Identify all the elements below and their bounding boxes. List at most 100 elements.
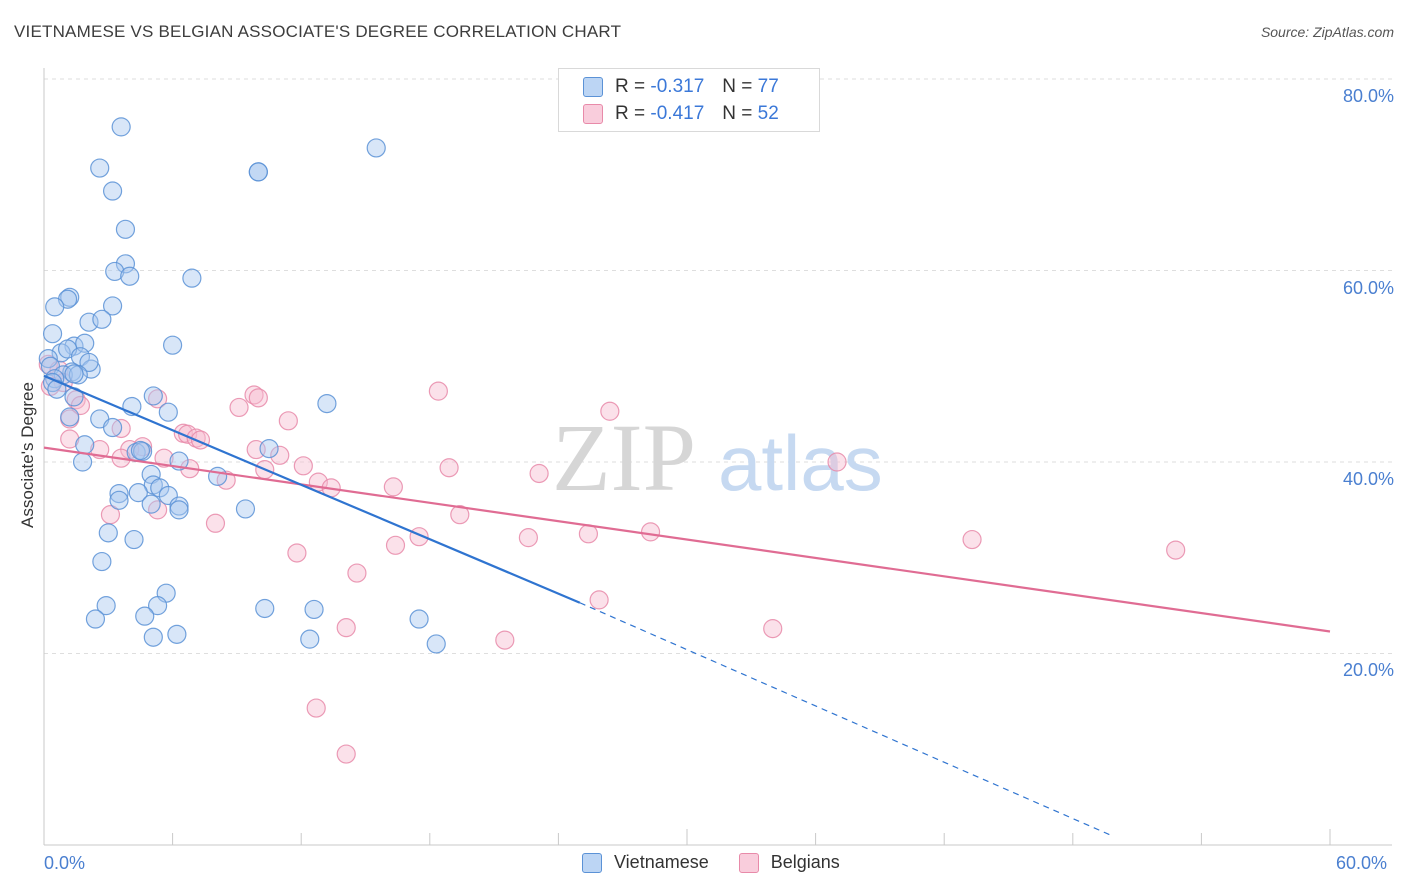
belgians-point[interactable] [287, 543, 307, 563]
vietnamese-point[interactable] [115, 219, 136, 239]
vietnamese-point[interactable] [105, 261, 125, 282]
belgians-point[interactable] [439, 458, 459, 478]
y-tick-label-40: 40.0% [1342, 469, 1394, 489]
vietnamese-point[interactable] [143, 627, 163, 647]
vietnamese-point[interactable] [426, 634, 446, 654]
belgians-point[interactable] [306, 698, 326, 718]
legend-item-belgians[interactable]: Belgians [738, 852, 840, 873]
belgians-point[interactable] [278, 411, 298, 431]
vietnamese-point[interactable] [235, 499, 256, 519]
vietnamese-point[interactable] [120, 266, 140, 286]
vietnamese-point[interactable] [317, 393, 337, 414]
vietnamese-point[interactable] [90, 158, 110, 178]
belgians-point[interactable] [385, 535, 406, 555]
vietnamese-point[interactable] [102, 296, 123, 316]
belgians-point[interactable] [450, 505, 470, 525]
vietnamese-point[interactable] [130, 440, 151, 461]
belgians-point[interactable] [347, 563, 367, 583]
vietnamese-point[interactable] [182, 268, 202, 288]
vietnamese-point[interactable] [115, 254, 136, 274]
vietnamese-point[interactable] [147, 596, 168, 616]
vietnamese-point[interactable] [96, 596, 116, 616]
belgians-point[interactable] [60, 429, 80, 449]
legend-item-vietnamese[interactable]: Vietnamese [582, 852, 709, 873]
belgians-point[interactable] [270, 445, 290, 465]
vietnamese-point[interactable] [169, 500, 189, 520]
belgians-point[interactable] [763, 619, 783, 639]
vietnamese-point[interactable] [75, 435, 95, 455]
belgians-point[interactable] [248, 388, 268, 408]
belgians-point[interactable] [205, 513, 226, 533]
belgians-legend-label: Belgians [770, 852, 840, 872]
vietnamese-point[interactable] [92, 309, 112, 329]
vietnamese-point[interactable] [111, 117, 131, 137]
axes [43, 68, 1392, 846]
vietnamese-point[interactable] [79, 352, 99, 373]
belgians-point[interactable] [529, 463, 549, 484]
y-tick-label-20: 20.0% [1342, 660, 1394, 680]
x-tick-label-max: 60.0% [1336, 853, 1388, 873]
vietnamese-point[interactable] [141, 494, 161, 514]
n-label: N = [722, 76, 753, 97]
vietnamese-point[interactable] [109, 483, 129, 504]
series-legend: Vietnamese Belgians [582, 852, 870, 873]
vietnamese-point[interactable] [64, 364, 84, 384]
vietnamese-swatch [583, 77, 603, 97]
belgians-point[interactable] [336, 744, 356, 764]
chart-title: VIETNAMESE VS BELGIAN ASSOCIATE'S DEGREE… [14, 22, 622, 41]
vietnamese-point[interactable] [255, 598, 275, 619]
vietnamese-point[interactable] [42, 324, 63, 344]
vietnamese-trend-line [43, 374, 581, 604]
vietnamese-point[interactable] [102, 181, 123, 201]
vietnamese-point[interactable] [259, 438, 279, 459]
vietnamese-point[interactable] [163, 335, 183, 355]
vietnamese-legend-swatch [582, 852, 602, 873]
belgians-point[interactable] [640, 522, 661, 542]
vietnamese-point[interactable] [409, 609, 429, 629]
y-tick-label-60: 60.0% [1342, 278, 1394, 298]
belgians-point[interactable] [495, 630, 515, 650]
vietnamese-point[interactable] [38, 348, 58, 369]
belgians-point[interactable] [518, 528, 538, 548]
belgians-points [38, 354, 1186, 764]
vietnamese-point[interactable] [135, 606, 155, 626]
vietnamese-point[interactable] [98, 523, 118, 543]
vietnamese-point[interactable] [366, 138, 386, 158]
legend-row-vietnamese: R = -0.317 N = 77 [583, 75, 779, 99]
belgians-point[interactable] [962, 529, 982, 550]
vietnamese-point[interactable] [158, 402, 178, 422]
vietnamese-point[interactable] [92, 551, 112, 572]
vietnamese-point[interactable] [143, 386, 163, 406]
n-label: N = [722, 103, 753, 124]
vietnamese-point[interactable] [60, 407, 80, 427]
vietnamese-point[interactable] [124, 529, 144, 550]
belgians-point[interactable] [336, 618, 356, 638]
vietnamese-point[interactable] [248, 162, 268, 182]
belgians-point[interactable] [578, 524, 599, 544]
belgians-point[interactable] [154, 448, 174, 468]
vietnamese-point[interactable] [45, 297, 65, 317]
belgians-point[interactable] [600, 401, 620, 421]
watermark: ZIP atlas [552, 404, 883, 511]
belgians-point[interactable] [428, 381, 448, 401]
vietnamese-point[interactable] [167, 624, 187, 644]
vietnamese-point[interactable] [102, 417, 123, 438]
vietnamese-point[interactable] [72, 452, 93, 472]
belgians-point[interactable] [827, 452, 847, 472]
belgians-point[interactable] [293, 456, 313, 476]
vietnamese-point[interactable] [300, 629, 320, 649]
vietnamese-point[interactable] [109, 490, 129, 510]
vietnamese-trend-extension [579, 602, 1112, 836]
vietnamese-point[interactable] [85, 609, 106, 629]
belgians-point[interactable] [589, 590, 609, 610]
vietnamese-point[interactable] [304, 599, 324, 620]
belgians-point[interactable] [229, 397, 249, 418]
r-value-vietnamese: -0.317 [650, 76, 705, 97]
belgians-point[interactable] [383, 477, 403, 497]
belgians-point[interactable] [1166, 540, 1186, 560]
watermark-atlas: atlas [718, 419, 883, 507]
watermark-zip: ZIP [552, 404, 696, 511]
vietnamese-point[interactable] [208, 466, 228, 486]
vietnamese-point[interactable] [128, 483, 148, 503]
